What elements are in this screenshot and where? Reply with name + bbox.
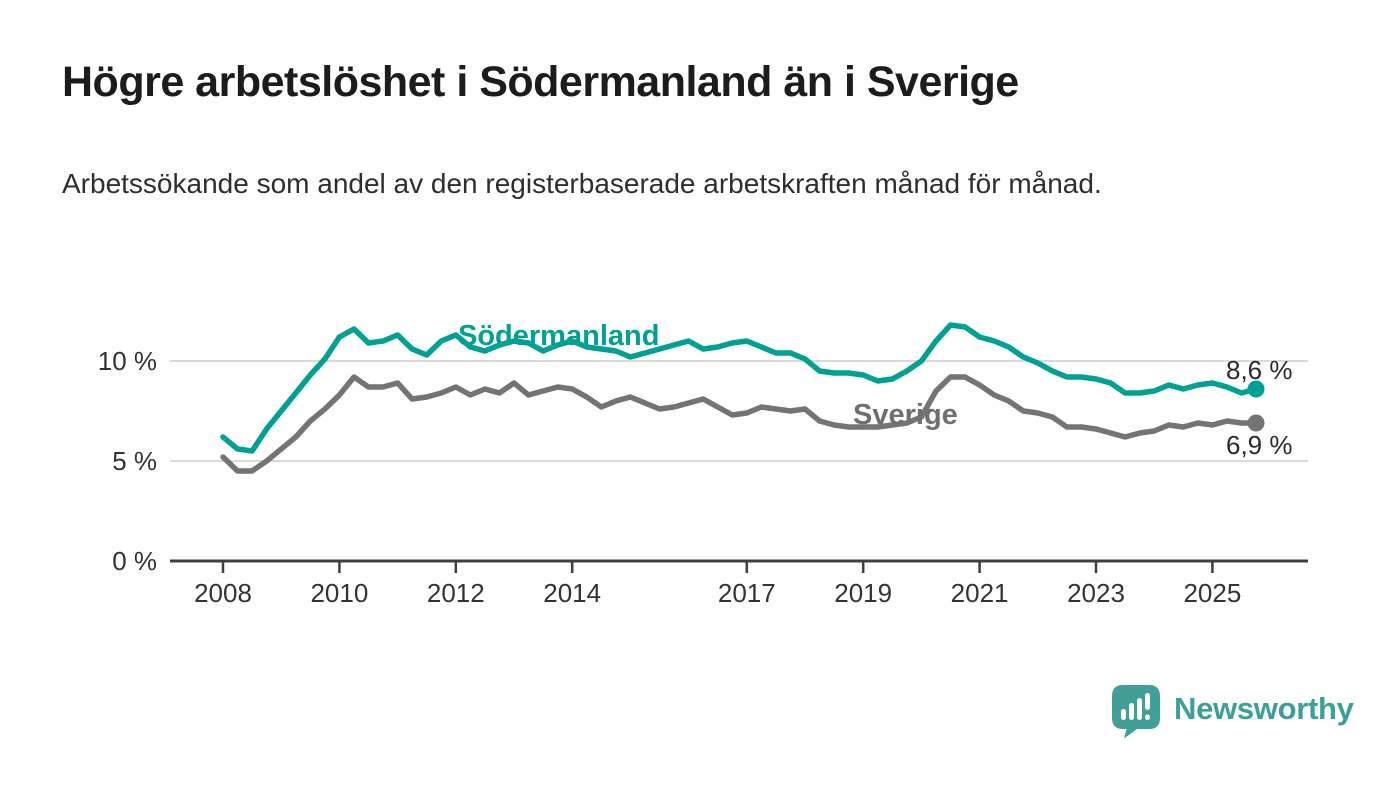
x-axis-label: 2019 xyxy=(834,578,892,608)
series-line-sverige xyxy=(220,374,1259,474)
end-value-sodermanland: 8,6 % xyxy=(1226,355,1293,385)
chart-subtitle: Arbetssökande som andel av den registerb… xyxy=(62,168,1102,199)
y-axis-label: 5 % xyxy=(112,446,157,476)
x-axis-label: 2023 xyxy=(1067,578,1125,608)
series-end-dot-sverige xyxy=(1247,414,1265,432)
chart-title: Högre arbetslöshet i Södermanland än i S… xyxy=(62,58,1019,106)
x-axis-label: 2010 xyxy=(310,578,368,608)
x-axis-label: 2025 xyxy=(1183,578,1241,608)
newsworthy-logo: Newsworthy xyxy=(1112,684,1354,740)
series-label-sverige: Sverige xyxy=(853,399,958,431)
x-axis-label: 2021 xyxy=(951,578,1009,608)
x-axis-label: 2012 xyxy=(427,578,485,608)
newsworthy-logo-icon xyxy=(1112,685,1160,739)
series-label-sodermanland: Södermanland xyxy=(458,320,660,352)
series-end-dot-sodermanland xyxy=(1247,380,1265,398)
x-axis-label: 2008 xyxy=(194,578,252,608)
series-line-sodermanland xyxy=(220,322,1259,454)
newsworthy-logo-text: Newsworthy xyxy=(1174,691,1354,726)
y-axis-label: 0 % xyxy=(112,546,157,576)
end-value-sverige: 6,9 % xyxy=(1226,430,1293,460)
y-axis-label: 10 % xyxy=(98,346,157,376)
x-axis-label: 2014 xyxy=(543,578,601,608)
x-axis-label: 2017 xyxy=(718,578,776,608)
